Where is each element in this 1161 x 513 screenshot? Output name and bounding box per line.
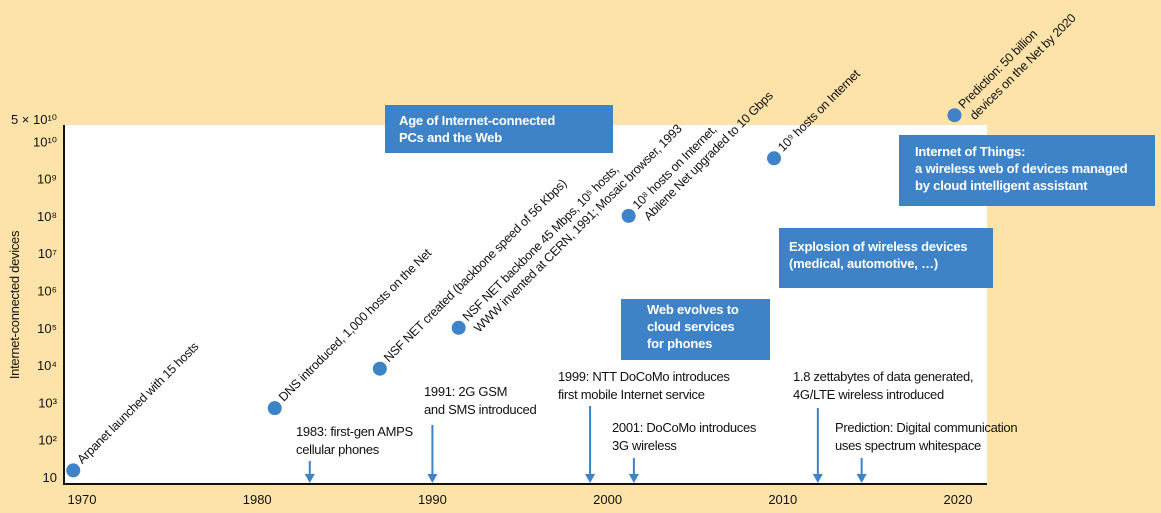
event-note-line: cellular phones [296, 442, 379, 457]
data-point [451, 320, 466, 335]
event-arrow [304, 461, 315, 483]
y-axis-title: Internet-connected devices [7, 230, 22, 379]
data-point [947, 108, 962, 123]
era-box-line: cloud services [647, 319, 735, 334]
event-arrow-head [427, 474, 438, 483]
y-tick-label: 10⁷ [38, 246, 57, 261]
event-arrow [812, 408, 823, 483]
event-arrow-head [628, 474, 639, 483]
event-arrow-head [304, 474, 315, 483]
y-tick-label: 5 × 10¹⁰ [11, 112, 57, 127]
era-box-line: Explosion of wireless devices [789, 239, 968, 254]
event-note-1999: 1999: NTT DoCoMo introduces first mobile… [558, 368, 730, 404]
event-note-line: 1999: NTT DoCoMo introduces [558, 369, 730, 384]
event-arrow-head [856, 474, 867, 483]
data-point [66, 463, 81, 478]
event-note-prediction-whitespace: Prediction: Digital communication uses s… [835, 419, 1018, 455]
data-point [767, 151, 782, 166]
event-note-line: 3G wireless [612, 438, 677, 453]
x-tick-label: 1980 [243, 492, 272, 507]
event-note-line: 1991: 2G GSM [424, 384, 508, 399]
event-arrow [585, 406, 596, 483]
era-box-line: Age of Internet-connected [399, 113, 556, 128]
era-box-line: by cloud intelligent assistant [915, 178, 1088, 193]
era-box-line: (medical, automotive, …) [789, 256, 939, 271]
era-box-line: PCs and the Web [399, 130, 502, 145]
data-point [372, 361, 387, 376]
x-tick-label: 2010 [768, 492, 797, 507]
event-note-line: 4G/LTE wireless introduced [793, 387, 944, 402]
plot-area [63, 125, 987, 484]
data-point-label-line: devices on the Net by 2020 [967, 11, 1079, 123]
x-tick-label: 2000 [593, 492, 622, 507]
event-note-1983: 1983: first-gen AMPS cellular phones [296, 423, 413, 459]
era-box-pcs-web: Age of Internet-connected PCs and the We… [385, 105, 613, 153]
era-box-line: Web evolves to [647, 302, 739, 317]
y-tick-label: 10⁹ [37, 172, 57, 187]
event-note-2001: 2001: DoCoMo introduces 3G wireless [612, 419, 756, 455]
x-tick-label: 2020 [944, 492, 973, 507]
event-note-1991: 1991: 2G GSM and SMS introduced [424, 383, 537, 419]
event-arrow-head [585, 474, 596, 483]
event-arrow-head [812, 474, 823, 483]
event-arrow [628, 458, 639, 483]
event-note-line: 2001: DoCoMo introduces [612, 420, 757, 435]
era-box-wireless-explosion: Explosion of wireless devices (medical, … [779, 228, 993, 288]
event-arrow [856, 458, 867, 483]
y-tick-label: 10⁶ [37, 284, 57, 299]
y-tick-label: 10 [43, 470, 57, 485]
event-note-line: Prediction: Digital communication [835, 420, 1018, 435]
event-note-line: and SMS introduced [424, 402, 537, 417]
y-tick-label: 10² [38, 433, 57, 448]
y-tick-label: 10⁸ [37, 209, 57, 224]
y-tick-label: 10⁴ [37, 358, 57, 373]
y-tick-label: 10¹⁰ [33, 134, 57, 149]
event-note-line: uses spectrum whitespace [835, 438, 981, 453]
event-note-line: 1983: first-gen AMPS [296, 424, 413, 439]
event-note-line: 1.8 zettabytes of data generated, [793, 369, 974, 384]
data-point [621, 208, 636, 223]
data-point [267, 401, 282, 416]
y-tick-label: 10³ [38, 395, 57, 410]
y-tick-label: 10⁵ [37, 321, 57, 336]
era-box-line: a wireless web of devices managed [915, 161, 1128, 176]
x-tick-label: 1990 [418, 492, 447, 507]
era-box-internet-of-things: Internet of Things: a wireless web of de… [899, 135, 1155, 206]
era-box-line: Internet of Things: [915, 144, 1026, 159]
era-box-line: for phones [647, 336, 713, 351]
x-tick-label: 1970 [68, 492, 97, 507]
event-note-line: first mobile Internet service [558, 387, 705, 402]
event-note-2012: 1.8 zettabytes of data generated, 4G/LTE… [793, 368, 973, 404]
event-arrow [427, 425, 438, 483]
era-box-cloud-phones: Web evolves to cloud services for phones [621, 299, 770, 360]
